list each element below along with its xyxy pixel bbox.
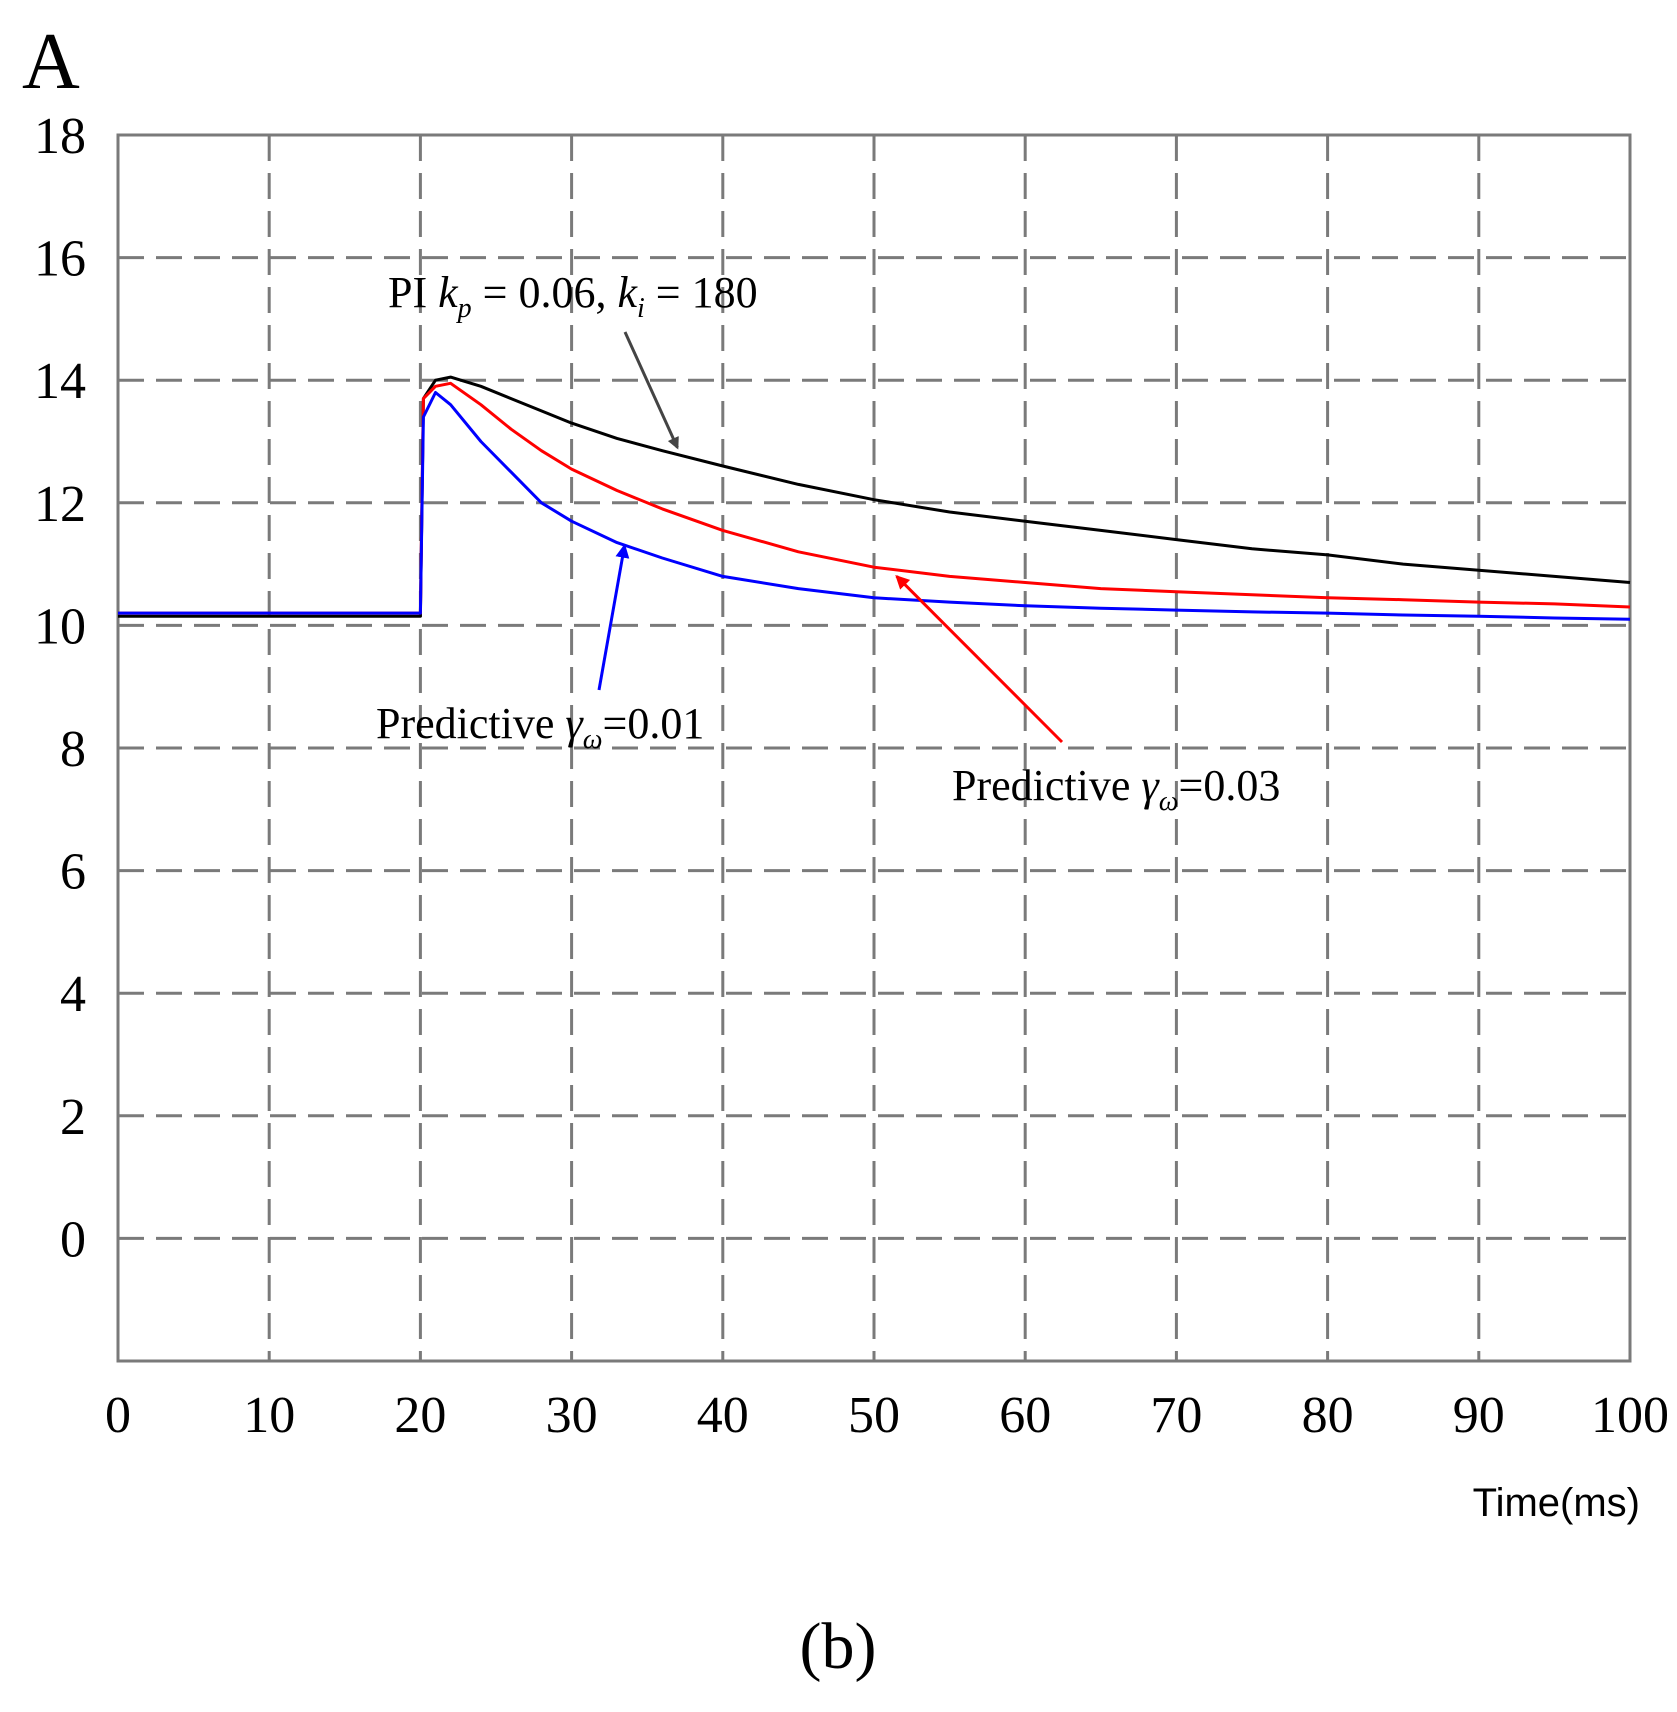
- series-line-2: [118, 391, 1631, 621]
- x-tick-label-3: 30: [546, 1387, 598, 1444]
- annotation-pred001-prefix: Predictive: [376, 699, 565, 748]
- annotation-pi-suffix: = 180: [645, 268, 758, 317]
- svg-text:Predictive γω=0.01: Predictive γω=0.01: [376, 699, 704, 755]
- x-tick-label-4: 40: [697, 1387, 749, 1444]
- y-tick-label-5: 10: [34, 598, 86, 655]
- grid: [118, 135, 1630, 1361]
- annotation-pred001-sub: ω: [583, 724, 603, 755]
- y-tick-label-1: 2: [60, 1089, 86, 1146]
- y-tick-label-6: 12: [34, 476, 86, 533]
- y-tick-label-2: 4: [60, 966, 86, 1023]
- x-tick-label-5: 50: [848, 1387, 900, 1444]
- x-axis-title: Time(ms): [1473, 1481, 1640, 1525]
- plot-frame: [116, 133, 1632, 1363]
- annotation-pi-arrow: [623, 331, 679, 450]
- annotation-pred003-arrow: [895, 574, 1064, 744]
- x-tick-label-9: 90: [1453, 1387, 1505, 1444]
- svg-text:Predictive γω=0.03: Predictive γω=0.03: [952, 761, 1280, 817]
- tick-labels: 0 10 20 30 40 50 60 70 80 90 100 0 2 4 6 8 10 12 14 16 18: [34, 108, 1669, 1444]
- x-tick-label-2: 20: [394, 1387, 446, 1444]
- y-tick-label-4: 8: [60, 721, 86, 778]
- x-tick-label-10: 100: [1591, 1387, 1669, 1444]
- annotation-pi-k: k: [438, 268, 459, 317]
- series-line-1: [118, 381, 1631, 615]
- annotation-pi-prefix: PI: [388, 268, 438, 317]
- y-tick-label-9: 18: [34, 108, 86, 165]
- x-tick-label-7: 70: [1150, 1387, 1202, 1444]
- series-line-0: [118, 375, 1631, 618]
- y-tick-label-3: 6: [60, 844, 86, 901]
- annotation-pred003-gamma: γ: [1141, 761, 1160, 810]
- series-lines: [118, 375, 1631, 621]
- annotation-pred003-suffix: =0.03: [1179, 761, 1281, 810]
- annotation-pred001-suffix: =0.01: [603, 699, 705, 748]
- annotation-pred003-sub: ω: [1159, 786, 1179, 817]
- x-tick-label-8: 80: [1302, 1387, 1354, 1444]
- annotation-pred003-prefix: Predictive: [952, 761, 1141, 810]
- x-tick-label-6: 60: [999, 1387, 1051, 1444]
- annotation-pred001: Predictive γω=0.01: [376, 543, 704, 755]
- panel-label: (b): [800, 1610, 877, 1683]
- x-tick-label-1: 10: [243, 1387, 295, 1444]
- annotation-pred003: Predictive γω=0.03: [895, 574, 1280, 817]
- y-unit-label: A: [22, 18, 80, 106]
- svg-text:PI kp = 0.06, ki = 180: PI kp = 0.06, ki = 180: [388, 268, 758, 324]
- annotation-pred001-arrow: [597, 543, 630, 691]
- annotation-pi: PI kp = 0.06, ki = 180: [388, 268, 758, 450]
- y-tick-label-8: 16: [34, 231, 86, 288]
- annotation-pi-i-sub: i: [637, 293, 645, 324]
- y-tick-label-7: 14: [34, 353, 86, 410]
- annotation-pi-k2: k: [617, 268, 638, 317]
- annotation-pi-middle: = 0.06,: [472, 268, 618, 317]
- x-tick-label-0: 0: [105, 1387, 131, 1444]
- annotation-pred001-gamma: γ: [565, 699, 584, 748]
- annotation-pi-p-sub: p: [456, 293, 472, 324]
- y-tick-label-0: 0: [60, 1211, 86, 1268]
